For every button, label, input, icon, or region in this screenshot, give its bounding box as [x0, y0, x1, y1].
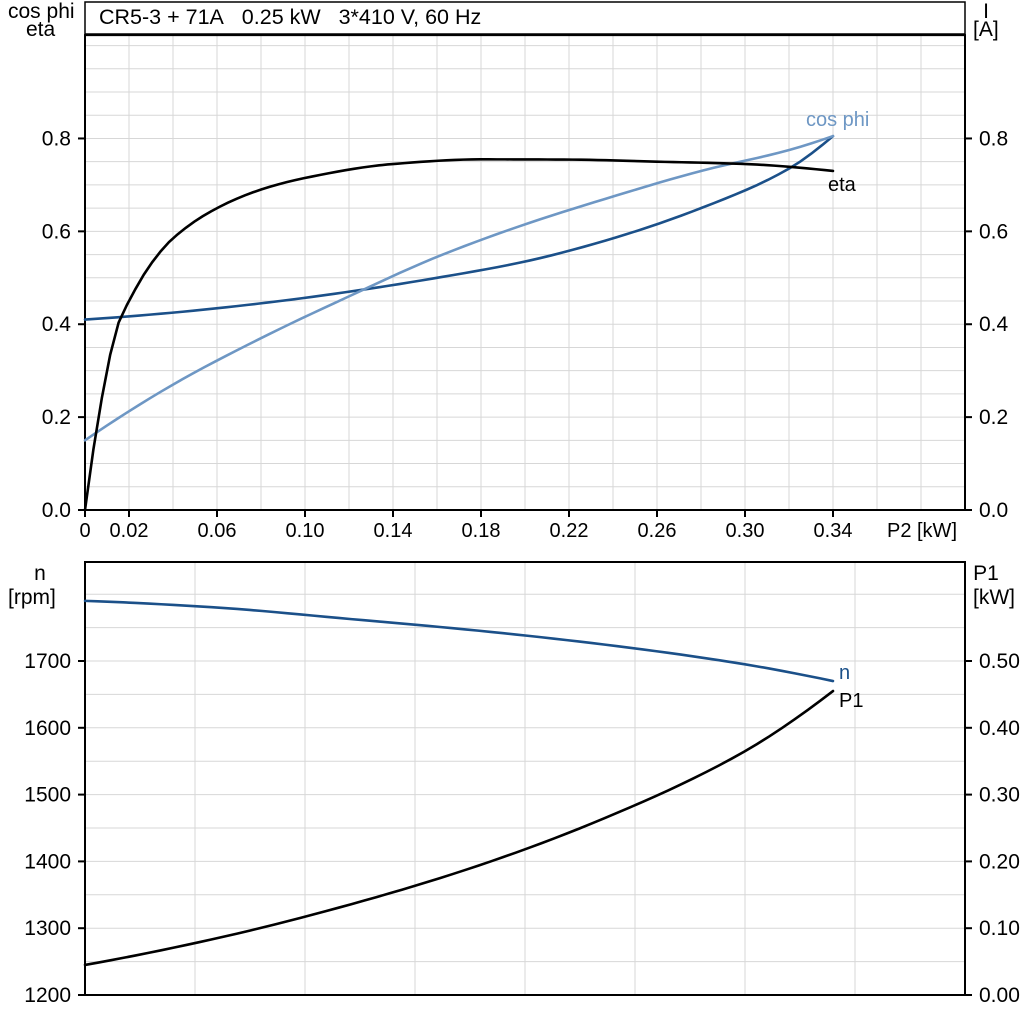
svg-text:[kW]: [kW] — [973, 586, 1015, 609]
svg-text:0.14: 0.14 — [374, 520, 413, 542]
svg-text:0.02: 0.02 — [110, 520, 149, 542]
svg-text:0.6: 0.6 — [979, 220, 1008, 243]
svg-text:1400: 1400 — [24, 850, 71, 873]
svg-text:0.30: 0.30 — [979, 784, 1020, 807]
svg-text:0.0: 0.0 — [42, 499, 71, 522]
svg-text:n: n — [839, 662, 850, 684]
svg-text:0.4: 0.4 — [979, 313, 1009, 336]
svg-text:1600: 1600 — [24, 717, 71, 740]
svg-text:1200: 1200 — [24, 984, 71, 1007]
svg-text:eta: eta — [26, 18, 56, 41]
svg-text:0.06: 0.06 — [198, 520, 237, 542]
svg-text:[rpm]: [rpm] — [8, 586, 56, 609]
svg-text:0.8: 0.8 — [979, 127, 1008, 150]
svg-text:1300: 1300 — [24, 917, 71, 940]
svg-text:0.2: 0.2 — [42, 406, 71, 429]
svg-text:cos phi: cos phi — [806, 109, 869, 131]
svg-text:P1: P1 — [973, 562, 999, 585]
svg-text:1500: 1500 — [24, 784, 71, 807]
svg-text:0.00: 0.00 — [979, 984, 1020, 1007]
svg-text:1700: 1700 — [24, 650, 71, 673]
svg-text:[A]: [A] — [973, 18, 999, 41]
svg-text:0.50: 0.50 — [979, 650, 1020, 673]
svg-text:0.18: 0.18 — [462, 520, 501, 542]
svg-text:0.0: 0.0 — [979, 499, 1008, 522]
svg-text:0.34: 0.34 — [814, 520, 853, 542]
svg-text:0.2: 0.2 — [979, 406, 1008, 429]
svg-text:0.40: 0.40 — [979, 717, 1020, 740]
svg-text:P2 [kW]: P2 [kW] — [887, 520, 957, 542]
svg-text:0.30: 0.30 — [726, 520, 765, 542]
svg-text:0.10: 0.10 — [979, 917, 1020, 940]
svg-text:n: n — [34, 562, 46, 585]
svg-text:0.8: 0.8 — [42, 127, 71, 150]
svg-text:0.20: 0.20 — [979, 850, 1020, 873]
svg-text:0: 0 — [79, 520, 90, 542]
svg-text:0.4: 0.4 — [42, 313, 72, 336]
svg-text:eta: eta — [828, 174, 857, 196]
svg-text:0.6: 0.6 — [42, 220, 71, 243]
svg-text:0.22: 0.22 — [550, 520, 589, 542]
svg-text:0.10: 0.10 — [286, 520, 325, 542]
svg-text:0.26: 0.26 — [638, 520, 677, 542]
svg-text:CR5-3 + 71A 0.25 kW 3*410: CR5-3 + 71A 0.25 kW 3*410 V, 60 Hz — [99, 5, 481, 29]
svg-text:P1: P1 — [839, 690, 863, 712]
